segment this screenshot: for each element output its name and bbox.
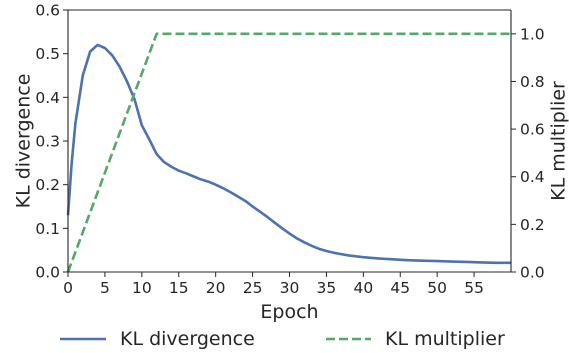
y-left-tick-label: 0.4 <box>35 89 60 107</box>
x-tick-label: 15 <box>169 279 189 297</box>
y-left-tick-label: 0.1 <box>35 220 60 238</box>
y-right-tick-label: 0.0 <box>520 264 545 282</box>
y-left-tick-label: 0.2 <box>35 176 60 194</box>
y-right-tick-label: 0.8 <box>520 73 545 91</box>
y-left-tick-label: 0.3 <box>35 133 60 151</box>
y-left-tick-label: 0.6 <box>35 2 60 20</box>
x-tick-label: 25 <box>243 279 263 297</box>
x-tick-label: 10 <box>132 279 152 297</box>
y-axis-title-left: KL divergence <box>13 74 35 209</box>
y-right-tick-label: 0.2 <box>520 216 545 234</box>
series-line-kl-divergence <box>66 43 511 265</box>
x-tick-label: 45 <box>390 279 410 297</box>
x-tick-label: 40 <box>353 279 373 297</box>
x-tick-label: 55 <box>464 279 484 297</box>
x-tick-label: 35 <box>317 279 337 297</box>
legend: KL divergence KL multiplier <box>60 328 505 350</box>
x-tick-label: 30 <box>280 279 300 297</box>
legend-label-kl-divergence: KL divergence <box>120 328 255 350</box>
x-axis-title: Epoch <box>260 301 318 323</box>
y-axis-title-right: KL multiplier <box>548 81 569 201</box>
x-tick-label: 50 <box>427 279 447 297</box>
y-right-tick-label: 0.4 <box>520 168 545 186</box>
x-tick-label: 20 <box>206 279 226 297</box>
y-left-tick-label: 0.0 <box>35 264 60 282</box>
y-right-tick-label: 0.6 <box>520 121 545 139</box>
x-tick-label: 5 <box>100 279 110 297</box>
x-tick-label: 0 <box>63 279 73 297</box>
series-line-kl-multiplier <box>66 32 511 273</box>
y-right-tick-label: 1.0 <box>520 25 545 43</box>
legend-label-kl-multiplier: KL multiplier <box>385 328 505 350</box>
y-left-tick-label: 0.5 <box>35 45 60 63</box>
